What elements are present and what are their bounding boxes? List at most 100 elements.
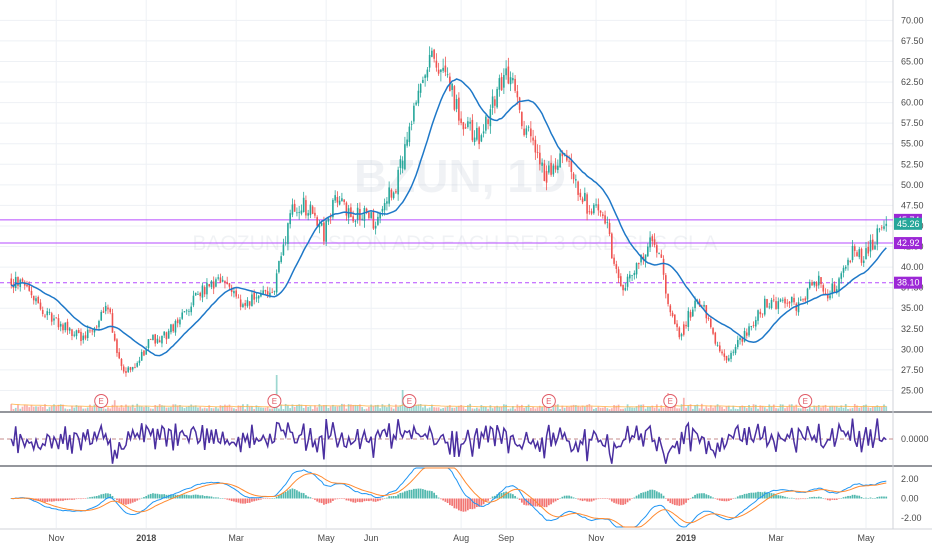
macd-histogram-bar xyxy=(876,497,879,499)
macd-histogram-bar xyxy=(392,495,395,499)
candle-body xyxy=(464,127,467,129)
macd-histogram-bar xyxy=(374,498,377,502)
macd-histogram-bar xyxy=(507,492,510,499)
candle-body xyxy=(323,222,325,242)
macd-histogram-bar xyxy=(554,498,557,502)
macd-histogram-bar xyxy=(844,496,847,499)
candle-body xyxy=(491,96,494,108)
volume-bar xyxy=(797,408,800,411)
volume-bar xyxy=(826,408,829,411)
volume-bar xyxy=(815,406,818,411)
volume-bar xyxy=(660,405,663,411)
candle-body xyxy=(183,311,186,313)
macd-histogram-bar xyxy=(462,498,465,512)
macd-histogram-bar xyxy=(817,496,820,499)
earnings-marker[interactable]: E xyxy=(541,394,556,408)
candle-body xyxy=(473,137,476,143)
oscillator-line xyxy=(10,418,887,464)
macd-histogram-bar xyxy=(743,493,746,499)
volume-bar xyxy=(320,405,323,411)
volume-bar xyxy=(556,404,559,411)
volume-bar xyxy=(73,407,76,411)
candle-body xyxy=(26,284,28,287)
earnings-marker[interactable]: E xyxy=(94,394,109,408)
candle-body xyxy=(734,346,737,354)
volume-bar xyxy=(662,408,665,411)
time-axis[interactable]: Nov 2018 Mar May Jun Aug Sep Nov 2019 Mar May xyxy=(48,533,875,543)
candle-body xyxy=(217,277,219,279)
earnings-marker[interactable]: E xyxy=(798,394,813,408)
volume-bar xyxy=(64,408,67,411)
price-tick-label: 52.50 xyxy=(901,159,924,169)
candle-body xyxy=(91,330,94,332)
candle-body xyxy=(671,312,674,316)
candle-body xyxy=(568,160,570,162)
candle-body xyxy=(638,262,640,265)
macd-histogram-bar xyxy=(705,494,708,499)
macd-histogram-bar xyxy=(680,498,683,506)
macd-histogram-bar xyxy=(883,496,885,499)
macd-histogram-bar xyxy=(424,489,426,499)
macd-histogram-bar xyxy=(678,498,681,506)
candle-body xyxy=(820,277,822,284)
volume-bar xyxy=(736,409,739,411)
macd-histogram-bar xyxy=(772,493,775,499)
volume-bar xyxy=(131,404,134,411)
candle-body xyxy=(876,228,879,245)
macd-histogram-bar xyxy=(658,492,660,499)
macd-histogram-bar xyxy=(563,495,566,499)
volume-bar xyxy=(302,407,305,411)
signal-line xyxy=(11,467,887,528)
volume-bar xyxy=(57,404,60,411)
candle-body xyxy=(73,334,76,336)
candle-body xyxy=(532,137,534,141)
candle-body xyxy=(741,338,744,342)
earnings-marker[interactable]: E xyxy=(267,394,282,408)
volume-bar xyxy=(424,405,426,411)
candle-body xyxy=(617,269,620,279)
volume-bar xyxy=(84,408,87,411)
time-tick-label: Mar xyxy=(768,533,784,543)
volume-bar xyxy=(829,406,831,411)
macd-tick-label: 2.00 xyxy=(901,474,919,484)
volume-bar xyxy=(550,408,552,411)
volume-bar xyxy=(39,405,42,411)
candle-body xyxy=(352,216,354,222)
candle-body xyxy=(480,135,483,142)
macd-histogram-bar xyxy=(311,498,314,499)
earnings-marker[interactable]: E xyxy=(663,394,678,408)
volume-bar xyxy=(152,408,154,411)
candle-body xyxy=(485,116,487,131)
candle-body xyxy=(476,127,478,140)
earnings-marker[interactable]: E xyxy=(402,394,417,408)
macd-histogram-bar xyxy=(727,498,730,501)
macd-histogram-bar xyxy=(464,498,467,512)
price-axis[interactable]: 70.00 67.50 65.00 62.50 60.00 57.50 55.00 52.50… xyxy=(901,15,924,395)
volume-bar xyxy=(464,409,467,411)
macd-histogram-bar xyxy=(556,498,559,501)
macd-histogram-bar xyxy=(790,497,793,499)
volume-bar xyxy=(188,406,190,411)
volume-bar xyxy=(293,406,296,411)
earnings-marker-label: E xyxy=(407,397,412,406)
candle-body xyxy=(316,217,318,226)
volume-bar xyxy=(768,404,771,411)
candle-body xyxy=(507,66,510,84)
candle-body xyxy=(640,255,642,263)
volume-bar xyxy=(811,408,813,411)
candle-body xyxy=(793,297,795,303)
macd-histogram-bar xyxy=(203,496,206,499)
volume-bar xyxy=(334,406,337,411)
candle-body xyxy=(862,260,865,264)
macd-histogram-bar xyxy=(716,498,719,500)
candle-body xyxy=(750,326,753,327)
candle-body xyxy=(77,330,80,334)
candle-body xyxy=(539,152,541,165)
candle-body xyxy=(822,285,825,292)
candle-body xyxy=(687,310,690,327)
candle-body xyxy=(257,295,260,299)
macd-histogram-bar xyxy=(885,496,888,499)
macd-histogram-bar xyxy=(307,496,310,499)
